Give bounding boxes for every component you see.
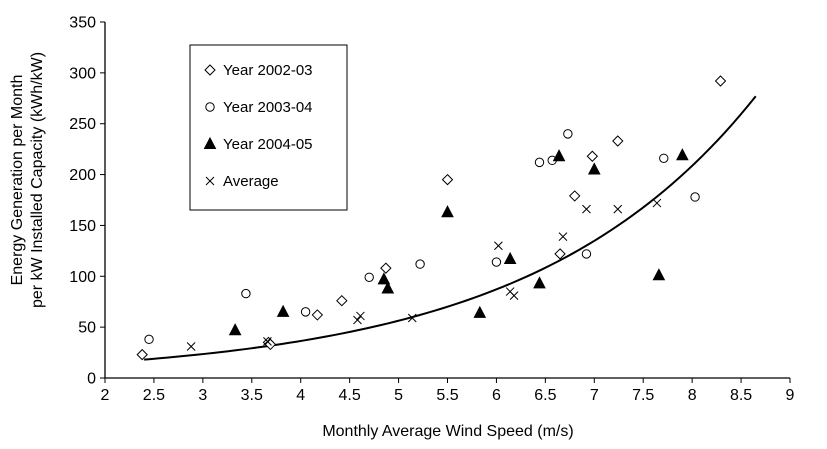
x-marker-stroke bbox=[205, 176, 215, 186]
point-year-2003-04 bbox=[415, 259, 425, 269]
point-average bbox=[263, 337, 272, 346]
point-year-2003-04 bbox=[581, 249, 592, 259]
y-axis-title-line2: per kW Installed Capacity (kWh/kW) bbox=[29, 52, 46, 308]
point-year-2004-05 bbox=[441, 205, 454, 218]
trendline-group bbox=[144, 95, 757, 361]
x-marker-stroke bbox=[407, 313, 417, 323]
x-marker-stroke bbox=[186, 342, 196, 351]
legend-label: Year 2003-04 bbox=[223, 99, 313, 116]
legend-box bbox=[189, 44, 348, 211]
x-tick-label: 5.5 bbox=[436, 387, 458, 404]
y-tick-label: 100 bbox=[69, 269, 96, 286]
point-year-2004-05 bbox=[228, 323, 242, 336]
x-marker-stroke bbox=[353, 315, 362, 325]
point-average bbox=[509, 291, 519, 300]
x-tick-label: 4 bbox=[296, 387, 305, 404]
x-marker-stroke bbox=[613, 204, 623, 214]
y-tick-label: 250 bbox=[69, 116, 96, 133]
x-tick-label: 7 bbox=[590, 387, 599, 404]
point-average bbox=[652, 198, 662, 208]
x-marker-stroke bbox=[582, 204, 591, 214]
x-tick-label: 4.5 bbox=[339, 387, 361, 404]
legend-marker bbox=[205, 176, 215, 186]
point-year-2004-05 bbox=[473, 305, 487, 318]
point-year-2002-03 bbox=[136, 348, 148, 361]
y-axis-title-line1: Energy Generation per Month bbox=[9, 75, 26, 286]
point-year-2004-05 bbox=[381, 281, 395, 294]
point-year-2003-04 bbox=[491, 257, 502, 267]
x-tick-label: 7.5 bbox=[632, 387, 654, 404]
x-axis-title: Monthly Average Wind Speed (m/s) bbox=[322, 423, 573, 440]
point-year-2002-03 bbox=[554, 248, 566, 260]
y-tick-label: 200 bbox=[69, 167, 96, 184]
point-average bbox=[494, 241, 503, 251]
point-year-2004-05 bbox=[503, 251, 517, 264]
point-year-2004-05 bbox=[652, 268, 666, 281]
y-tick-label: 350 bbox=[69, 15, 96, 32]
x-marker-stroke bbox=[494, 241, 503, 251]
point-year-2002-03 bbox=[612, 135, 624, 147]
x-marker-stroke bbox=[509, 291, 519, 300]
point-year-2004-05 bbox=[533, 276, 546, 289]
point-year-2003-04 bbox=[690, 192, 700, 202]
legend-marker bbox=[205, 102, 215, 112]
x-marker-stroke bbox=[652, 198, 662, 208]
legend-marker bbox=[203, 136, 217, 149]
point-year-2004-05 bbox=[276, 304, 290, 317]
point-average bbox=[582, 204, 591, 214]
point-year-2004-05 bbox=[587, 162, 601, 175]
legend-marker bbox=[204, 64, 216, 76]
x-tick-label: 6.5 bbox=[534, 387, 556, 404]
legend-label: Year 2004-05 bbox=[223, 136, 313, 153]
point-year-2002-03 bbox=[586, 150, 599, 162]
x-tick-label: 9 bbox=[786, 387, 795, 404]
x-tick-label: 6 bbox=[492, 387, 501, 404]
point-average bbox=[356, 311, 365, 321]
point-year-2003-04 bbox=[563, 129, 573, 139]
y-tick-label: 50 bbox=[78, 320, 96, 337]
point-year-2003-04 bbox=[241, 288, 251, 299]
x-marker-stroke bbox=[263, 337, 272, 346]
point-year-2002-03 bbox=[714, 75, 727, 87]
point-average bbox=[353, 315, 362, 325]
point-year-2003-04 bbox=[364, 272, 374, 283]
axis-ticks: 2 2.5 3 3.5 4 4.5 5 5.5 6 6.5 7 7.5 8 8.5 9 0 50 100 150 20… bbox=[69, 15, 794, 405]
point-year-2004-05 bbox=[377, 272, 391, 285]
point-year-2004-05 bbox=[676, 148, 689, 161]
legend-label: Year 2002-03 bbox=[223, 62, 313, 79]
point-year-2003-04 bbox=[144, 334, 154, 345]
point-year-2003-04 bbox=[534, 157, 545, 168]
point-average bbox=[558, 232, 568, 241]
x-tick-label: 2.5 bbox=[143, 387, 165, 404]
x-tick-label: 2 bbox=[101, 387, 110, 404]
point-year-2002-03 bbox=[569, 190, 581, 202]
point-average bbox=[407, 313, 417, 323]
x-tick-label: 8.5 bbox=[730, 387, 752, 404]
legend-label: Average bbox=[223, 173, 279, 190]
point-year-2003-04 bbox=[659, 153, 669, 163]
point-average bbox=[186, 342, 196, 351]
point-year-2002-03 bbox=[441, 173, 454, 186]
y-tick-label: 300 bbox=[69, 65, 96, 82]
legend: Year 2002-03 Year 2003-04 Year 2004-05 Aver… bbox=[189, 44, 348, 211]
x-tick-label: 3.5 bbox=[241, 387, 263, 404]
point-average bbox=[613, 204, 623, 214]
y-axis-title: Energy Generation per Month per kW Insta… bbox=[9, 52, 46, 308]
point-year-2002-03 bbox=[336, 294, 348, 307]
point-year-2004-05 bbox=[552, 149, 566, 162]
trendline bbox=[144, 95, 757, 361]
y-tick-label: 0 bbox=[87, 371, 96, 388]
x-tick-label: 5 bbox=[394, 387, 403, 404]
x-tick-label: 8 bbox=[688, 387, 697, 404]
point-year-2003-04 bbox=[300, 307, 311, 317]
point-year-2002-03 bbox=[311, 309, 324, 321]
x-tick-label: 3 bbox=[198, 387, 207, 404]
y-tick-label: 150 bbox=[69, 218, 96, 235]
x-marker-stroke bbox=[558, 232, 568, 241]
x-marker-stroke bbox=[356, 311, 365, 321]
data-points bbox=[136, 75, 727, 361]
point-year-2002-03 bbox=[380, 262, 392, 274]
